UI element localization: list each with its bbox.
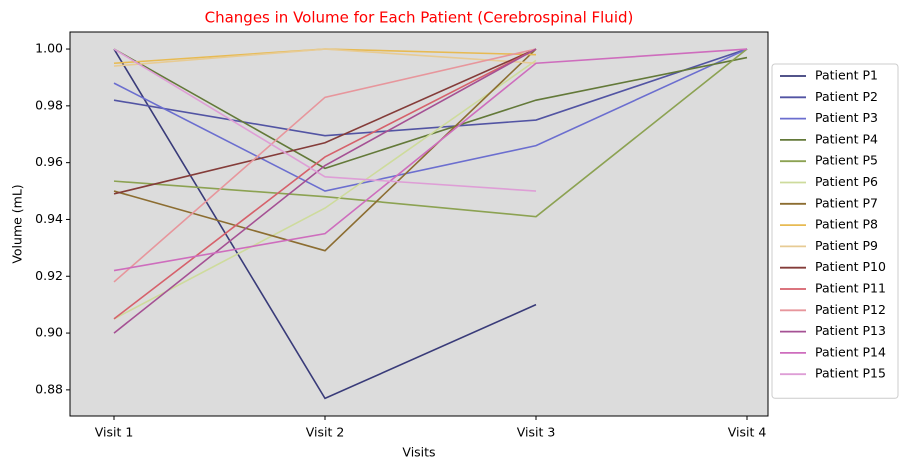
x-tick-label: Visit 3 — [517, 425, 556, 440]
legend-label: Patient P5 — [815, 153, 878, 168]
x-axis-label: Visits — [402, 445, 435, 460]
legend-label: Patient P4 — [815, 131, 878, 146]
legend-label: Patient P6 — [815, 174, 878, 189]
series-line — [113, 48, 537, 67]
y-tick-label: 0.94 — [35, 211, 63, 226]
y-tick-label: 0.96 — [35, 154, 63, 169]
series-line — [113, 48, 748, 137]
legend-label: Patient P13 — [815, 323, 886, 338]
legend-label: Patient P15 — [815, 366, 886, 381]
y-tick-label: 0.98 — [35, 97, 63, 112]
x-tick-label: Visit 1 — [95, 425, 134, 440]
series-line — [113, 59, 537, 320]
legend-label: Patient P7 — [815, 195, 878, 210]
y-tick-label: 0.92 — [35, 268, 63, 283]
legend-label: Patient P12 — [815, 302, 886, 317]
series-line — [113, 48, 537, 283]
x-tick-label: Visit 2 — [306, 425, 345, 440]
legend-label: Patient P1 — [815, 68, 878, 83]
y-tick-label: 0.88 — [35, 381, 63, 396]
y-tick-label: 0.90 — [35, 325, 63, 340]
legend-label: Patient P14 — [815, 344, 886, 359]
legend-label: Patient P8 — [815, 217, 878, 232]
x-tick-label: Visit 4 — [728, 425, 767, 440]
legend-box — [771, 63, 899, 399]
series-line — [113, 48, 537, 252]
plot-area — [70, 32, 768, 416]
y-axis-label: Volume (mL) — [10, 184, 25, 263]
series-line — [113, 48, 537, 400]
y-tick-label: 1.00 — [35, 41, 63, 56]
series-line — [113, 48, 537, 334]
legend-label: Patient P3 — [815, 110, 878, 125]
series-line — [113, 48, 537, 195]
chart-title: Changes in Volume for Each Patient (Cere… — [205, 9, 634, 27]
plot-frame — [69, 31, 769, 417]
series-line — [113, 48, 537, 320]
legend-label: Patient P2 — [815, 89, 878, 104]
legend-label: Patient P10 — [815, 259, 886, 274]
series-line — [113, 48, 748, 192]
series-line — [113, 48, 748, 272]
series-line — [113, 48, 537, 192]
legend-label: Patient P11 — [815, 281, 886, 296]
legend-label: Patient P9 — [815, 238, 878, 253]
